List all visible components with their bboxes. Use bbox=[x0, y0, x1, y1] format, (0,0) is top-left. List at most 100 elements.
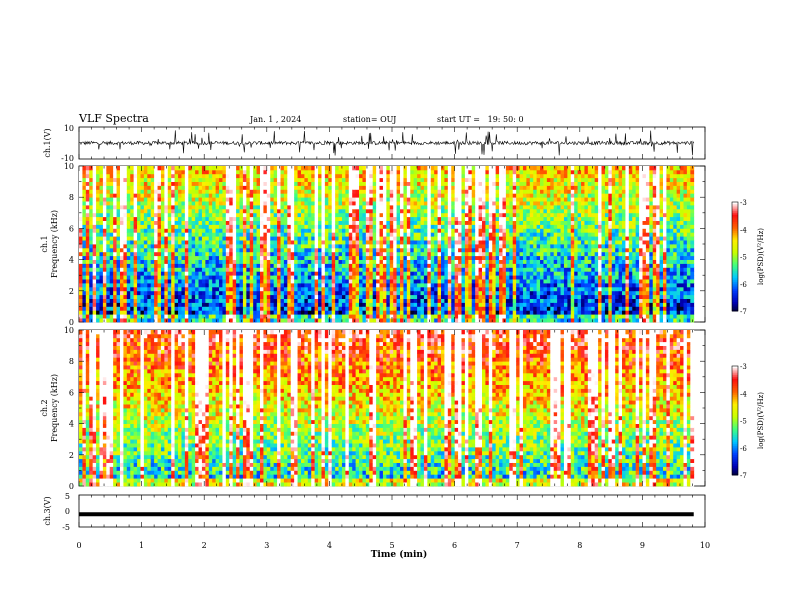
spectrogram-cell bbox=[147, 279, 152, 284]
spectrogram-cell bbox=[328, 189, 333, 194]
spectrogram-cell bbox=[208, 201, 213, 206]
spectrogram-cell bbox=[225, 181, 230, 186]
spectrogram-cell bbox=[201, 228, 206, 233]
spectrogram-cell bbox=[198, 220, 203, 225]
spectrogram-cell bbox=[188, 197, 193, 202]
spectrogram-cell bbox=[444, 306, 449, 311]
spectrogram-cell bbox=[297, 193, 302, 198]
spectrogram-cell bbox=[400, 193, 404, 198]
spectrogram-cell bbox=[143, 181, 148, 186]
spectrogram-cell bbox=[417, 177, 421, 182]
spectrogram-cell bbox=[82, 318, 87, 323]
spectrogram-cell bbox=[119, 224, 124, 229]
spectrogram-cell bbox=[403, 173, 408, 179]
spectrogram-cell bbox=[355, 212, 360, 218]
spectrogram-cell bbox=[410, 247, 415, 253]
spectrogram-cell bbox=[420, 232, 425, 237]
spectrogram-cell bbox=[116, 228, 121, 233]
spectrogram-cell bbox=[355, 318, 360, 323]
spectrogram-cell bbox=[171, 275, 176, 280]
spectrogram-cell bbox=[328, 255, 333, 260]
spectrogram-cell bbox=[188, 251, 193, 257]
spectrogram-cell bbox=[191, 224, 196, 229]
spectrogram-cell bbox=[318, 310, 322, 315]
spectrogram-cell bbox=[188, 283, 193, 288]
spectrogram-cell bbox=[311, 224, 316, 229]
spectrogram-cell bbox=[324, 201, 329, 206]
spectrogram-cell bbox=[355, 279, 360, 284]
spectrogram-cell bbox=[328, 216, 333, 221]
spectrogram-cell bbox=[379, 166, 384, 171]
spectrogram-cell bbox=[178, 201, 182, 206]
spectrogram-cell bbox=[171, 166, 176, 171]
spectrogram-cell bbox=[89, 279, 94, 284]
spectrogram-cell bbox=[338, 275, 343, 280]
spectrogram-cell bbox=[406, 267, 411, 272]
spectrogram-cell bbox=[236, 228, 240, 233]
spectrogram-cell bbox=[318, 205, 322, 210]
spectrogram-cell bbox=[311, 181, 316, 186]
spectrogram-cell bbox=[413, 193, 418, 198]
spectrogram-cell bbox=[454, 240, 459, 245]
spectrogram-cell bbox=[191, 247, 196, 253]
spectrogram-cell bbox=[379, 173, 384, 179]
spectrogram-cell bbox=[133, 224, 138, 229]
spectrogram-cell bbox=[246, 267, 251, 272]
spectrogram-cell bbox=[102, 263, 107, 268]
spectrogram-cell bbox=[242, 251, 247, 257]
spectrogram-cell bbox=[324, 236, 329, 241]
spectrogram-cell bbox=[485, 212, 490, 218]
spectrogram-cell bbox=[154, 205, 158, 210]
spectrogram-cell bbox=[253, 173, 257, 179]
spectrogram-cell bbox=[270, 212, 275, 218]
spectrogram-cell bbox=[335, 290, 339, 296]
spectrogram-cell bbox=[403, 224, 408, 229]
spectrogram-cell bbox=[365, 286, 370, 292]
spectrogram-cell bbox=[239, 166, 244, 171]
spectrogram-cell bbox=[478, 263, 483, 268]
spectrogram-cell bbox=[164, 259, 169, 264]
spectrogram-cell bbox=[417, 169, 421, 175]
spectrogram-cell bbox=[263, 310, 268, 315]
spectrogram-cell bbox=[239, 216, 244, 221]
spectrogram-cell bbox=[458, 166, 462, 171]
spectrogram-cell bbox=[396, 166, 401, 171]
spectrogram-cell bbox=[123, 259, 128, 264]
spectrogram-cell bbox=[471, 197, 476, 202]
spectrogram-cell bbox=[307, 212, 312, 218]
spectrogram-cell bbox=[119, 255, 124, 260]
spectrogram-cell bbox=[461, 228, 466, 233]
spectrogram-cell bbox=[359, 240, 363, 245]
spectrogram-cell bbox=[130, 247, 135, 253]
spectrogram-cell bbox=[280, 181, 285, 186]
spectrogram-cell bbox=[362, 244, 367, 249]
spectrogram-cell bbox=[485, 247, 490, 253]
spectrogram-cell bbox=[157, 236, 162, 241]
spectrogram-cell bbox=[137, 263, 141, 268]
spectrogram-cell bbox=[297, 212, 302, 218]
spectrogram-cell bbox=[488, 314, 493, 319]
spectrogram-cell bbox=[215, 302, 220, 307]
spectrogram-cell bbox=[99, 212, 104, 218]
spectrogram-cell bbox=[471, 259, 476, 264]
spectrogram-cell bbox=[471, 318, 476, 323]
spectrogram-cell bbox=[300, 302, 305, 307]
spectrogram-cell bbox=[287, 197, 292, 202]
spectrogram-cell bbox=[379, 181, 384, 186]
spectrogram-cell bbox=[481, 228, 486, 233]
spectrogram-cell bbox=[82, 169, 87, 175]
spectrogram-cell bbox=[314, 314, 319, 319]
spectrogram-cell bbox=[444, 181, 449, 186]
spectrogram-cell bbox=[191, 306, 196, 311]
spectrogram-cell bbox=[454, 290, 459, 296]
spectrogram-cell bbox=[331, 169, 336, 175]
spectrogram-cell bbox=[471, 314, 476, 319]
spectrogram-cell bbox=[468, 228, 473, 233]
spectrogram-cell bbox=[92, 302, 97, 307]
spectrogram-cell bbox=[359, 314, 363, 319]
spectrogram-cell bbox=[119, 189, 124, 194]
spectrogram-cell bbox=[102, 275, 107, 280]
spectrogram-cell bbox=[242, 306, 247, 311]
spectrogram-cell bbox=[324, 220, 329, 225]
spectrogram-cell bbox=[249, 267, 254, 272]
